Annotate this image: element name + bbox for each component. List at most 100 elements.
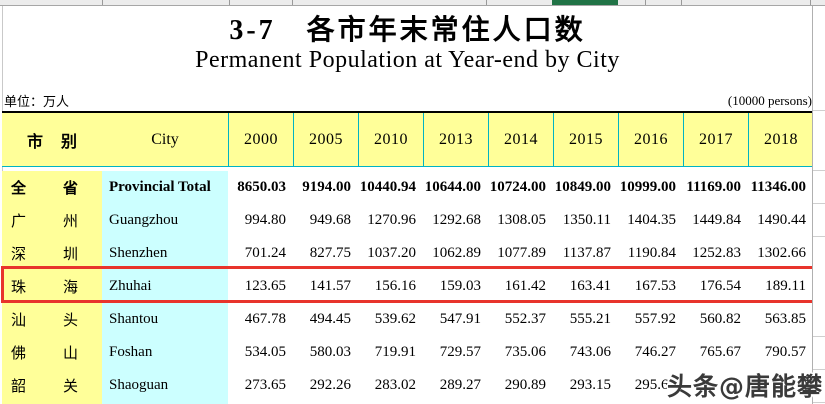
population-value-cell[interactable]: 10724.00 — [489, 179, 546, 195]
population-value-cell[interactable]: 555.21 — [569, 311, 611, 327]
population-value-cell[interactable]: 161.42 — [504, 278, 546, 294]
population-value-cell[interactable]: 141.57 — [309, 278, 351, 294]
population-value-cell[interactable]: 123.65 — [244, 278, 286, 294]
row-gridline — [813, 110, 825, 111]
population-value-cell[interactable]: 735.06 — [504, 344, 546, 360]
city-name-cn[interactable]: 汕头 — [2, 303, 102, 336]
city-name-en[interactable]: Provincial Total — [102, 171, 228, 204]
unit-label-en: (10000 persons) — [727, 93, 812, 108]
population-value-cell[interactable]: 176.54 — [699, 278, 741, 294]
population-value-cell[interactable]: 273.65 — [244, 377, 286, 393]
population-value-cell[interactable]: 283.02 — [374, 377, 416, 393]
population-value-cell[interactable]: 1252.83 — [692, 245, 741, 261]
population-value-cell[interactable]: 557.92 — [634, 311, 676, 327]
population-value-cell[interactable]: 11346.00 — [750, 179, 806, 195]
column-divider — [486, 0, 487, 5]
city-name-en[interactable]: Guangzhou — [102, 204, 228, 237]
column-divider — [292, 0, 293, 5]
population-value-cell[interactable]: 1404.35 — [627, 212, 676, 228]
table-title-chinese: 3-7 各市年末常住人口数 — [229, 15, 586, 46]
population-value-cell[interactable]: 189.11 — [765, 278, 806, 294]
cn-char: 圳 — [62, 245, 78, 263]
cn-char: 省 — [62, 179, 78, 197]
city-name-cn[interactable]: 珠海 — [2, 270, 102, 303]
population-value-cell[interactable]: 827.75 — [309, 245, 351, 261]
population-value-cell[interactable]: 552.37 — [504, 311, 546, 327]
population-value-cell[interactable]: 167.53 — [634, 278, 676, 294]
population-value-cell[interactable]: 539.62 — [374, 311, 416, 327]
population-value-cell[interactable]: 8650.03 — [237, 179, 286, 195]
population-value-cell[interactable]: 1292.68 — [432, 212, 481, 228]
population-value-cell[interactable]: 11169.00 — [686, 179, 741, 195]
population-value-cell[interactable]: 701.24 — [244, 245, 286, 261]
population-value-cell[interactable]: 743.06 — [569, 344, 611, 360]
population-value-cell[interactable]: 1077.89 — [497, 245, 546, 261]
header-cell-year[interactable]: 2015 — [553, 113, 618, 166]
population-value-cell[interactable]: 547.91 — [439, 311, 481, 327]
population-value-cell[interactable]: 1062.89 — [432, 245, 481, 261]
population-value-cell[interactable]: 729.57 — [439, 344, 481, 360]
population-value-cell[interactable]: 790.57 — [764, 344, 806, 360]
population-value-cell[interactable]: 1302.66 — [757, 245, 806, 261]
header-cell-year[interactable]: 2017 — [683, 113, 748, 166]
population-value-cell[interactable]: 1190.84 — [627, 245, 676, 261]
unit-row: 单位：万人 (10000 persons) — [4, 91, 812, 110]
header-cell-city-cn[interactable]: 市 别 — [2, 113, 102, 166]
cn-char: 韶 — [11, 377, 27, 395]
population-value-cell[interactable]: 290.89 — [504, 377, 546, 393]
population-value-cell[interactable]: 1308.05 — [497, 212, 546, 228]
population-value-cell[interactable]: 10999.00 — [619, 179, 676, 195]
population-value-cell[interactable]: 1137.87 — [562, 245, 611, 261]
header-cell-year[interactable]: 2016 — [618, 113, 683, 166]
city-name-en[interactable]: Foshan — [102, 336, 228, 369]
city-name-cn[interactable]: 广州 — [2, 204, 102, 237]
population-value-cell[interactable]: 949.68 — [309, 212, 351, 228]
population-value-cell[interactable]: 10440.94 — [359, 179, 416, 195]
header-cell-year[interactable]: 2014 — [488, 113, 553, 166]
population-value-cell[interactable]: 295.61 — [634, 377, 676, 393]
population-value-cell[interactable]: 159.03 — [439, 278, 481, 294]
cn-char: 珠 — [11, 278, 27, 296]
population-value-cell[interactable]: 746.27 — [634, 344, 676, 360]
population-value-cell[interactable]: 156.16 — [374, 278, 416, 294]
header-cell-year[interactable]: 2005 — [293, 113, 358, 166]
population-value-cell[interactable]: 994.80 — [244, 212, 286, 228]
population-value-cell[interactable]: 289.27 — [439, 377, 481, 393]
header-cell-year[interactable]: 2010 — [358, 113, 423, 166]
population-value-cell[interactable]: 9194.00 — [302, 179, 351, 195]
cn-char: 佛 — [11, 344, 27, 362]
city-name-cn[interactable]: 深圳 — [2, 237, 102, 270]
city-name-en[interactable]: Shenzhen — [102, 237, 228, 270]
population-value-cell[interactable]: 494.45 — [309, 311, 351, 327]
population-value-cell[interactable]: 563.85 — [764, 311, 806, 327]
city-name-en[interactable]: Zhuhai — [102, 270, 228, 303]
excel-right-strip — [812, 6, 825, 404]
population-value-cell[interactable]: 10644.00 — [424, 179, 481, 195]
population-value-cell[interactable]: 10849.00 — [554, 179, 611, 195]
population-value-cell[interactable]: 1490.44 — [757, 212, 806, 228]
selected-column-indicator — [552, 0, 618, 5]
population-value-cell[interactable]: 1270.96 — [367, 212, 416, 228]
header-cell-year[interactable]: 2013 — [423, 113, 488, 166]
table-body: 全省 Provincial Total 8650.03 9194.00 10440.94… — [2, 171, 813, 402]
population-value-cell[interactable]: 1350.11 — [562, 212, 611, 228]
city-name-cn[interactable]: 韶关 — [2, 369, 102, 402]
population-value-cell[interactable]: 560.82 — [699, 311, 741, 327]
header-cell-year[interactable]: 2018 — [748, 113, 813, 166]
population-value-cell[interactable]: 1037.20 — [367, 245, 416, 261]
header-cell-year[interactable]: 2000 — [228, 113, 293, 166]
header-cell-city-en[interactable]: City — [151, 130, 179, 148]
population-value-cell[interactable]: 580.03 — [309, 344, 351, 360]
population-value-cell[interactable]: 293.15 — [569, 377, 611, 393]
city-name-en[interactable]: Shaoguan — [102, 369, 228, 402]
population-value-cell[interactable]: 292.26 — [309, 377, 351, 393]
population-value-cell[interactable]: 534.05 — [244, 344, 286, 360]
city-name-cn[interactable]: 佛山 — [2, 336, 102, 369]
population-value-cell[interactable]: 163.41 — [569, 278, 611, 294]
population-value-cell[interactable]: 467.78 — [244, 311, 286, 327]
population-value-cell[interactable]: 1449.84 — [692, 212, 741, 228]
population-value-cell[interactable]: 765.67 — [699, 344, 741, 360]
city-name-en[interactable]: Shantou — [102, 303, 228, 336]
population-value-cell[interactable]: 719.91 — [374, 344, 416, 360]
city-name-cn[interactable]: 全省 — [2, 171, 102, 204]
